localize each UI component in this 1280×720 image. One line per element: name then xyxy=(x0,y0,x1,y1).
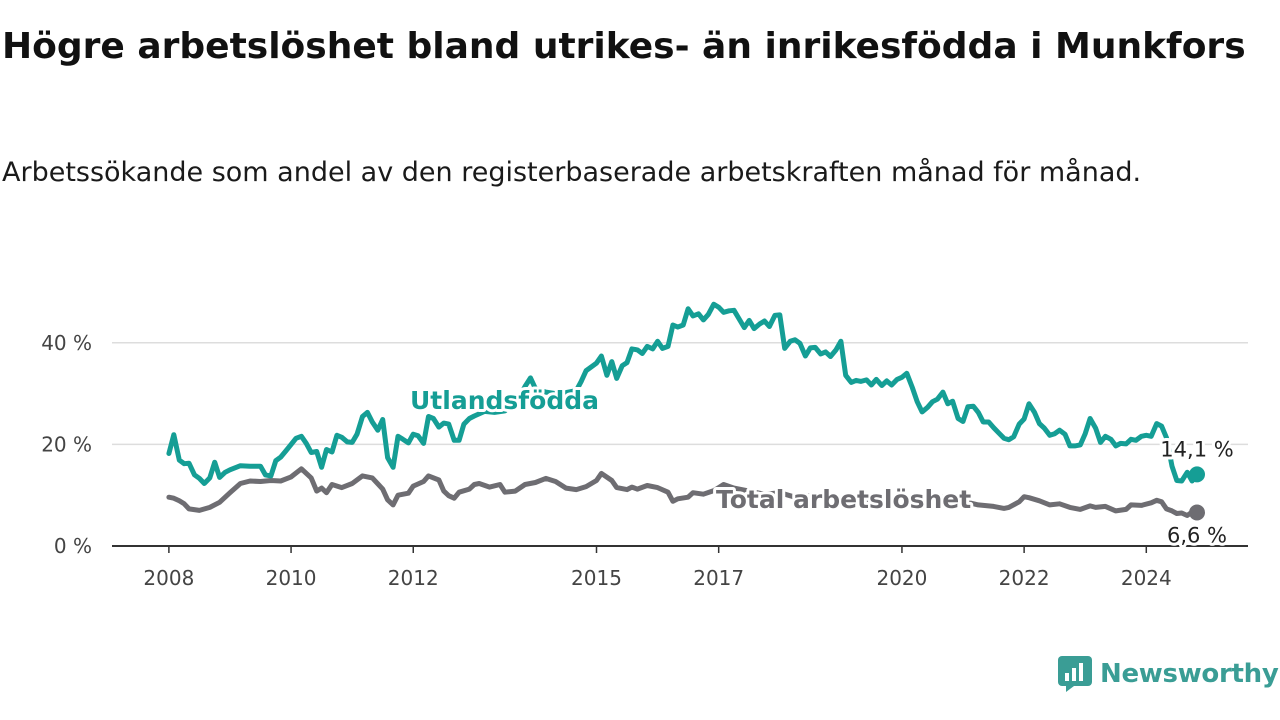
x-tick-label: 2010 xyxy=(266,566,317,590)
series-labels: Utlandsfödda Total arbetslöshet 14,1 % 6,6 … xyxy=(407,383,1237,550)
chart-subtitle: Arbetssökande som andel av den registerb… xyxy=(2,157,1142,188)
x-tick-label: 2020 xyxy=(876,566,927,590)
newsworthy-logo-icon xyxy=(1058,656,1092,692)
y-axis-ticks: 0 % 20 % 40 % xyxy=(41,331,92,558)
series-lines xyxy=(166,301,1205,521)
gridlines xyxy=(112,342,1248,446)
x-axis: 2008 2010 2012 2015 2017 2020 2022 2024 xyxy=(112,545,1248,590)
chart-title: Högre arbetslöshet bland utrikes- än inr… xyxy=(2,26,1246,67)
series-line-utlandsfodda xyxy=(166,301,1200,486)
series-label-total: Total arbetslöshet xyxy=(716,485,971,514)
x-tick-label: 2022 xyxy=(999,566,1050,590)
y-tick-label: 20 % xyxy=(41,432,92,456)
end-value-total: 6,6 % xyxy=(1167,523,1227,547)
end-value-utlandsfodda: 14,1 % xyxy=(1160,437,1233,461)
end-point-utlandsfodda xyxy=(1189,466,1205,483)
x-tick-label: 2017 xyxy=(693,566,744,590)
brand-name: Newsworthy xyxy=(1100,659,1279,689)
newsworthy-brand[interactable]: Newsworthy xyxy=(1058,654,1279,694)
y-tick-label: 40 % xyxy=(41,331,92,355)
x-tick-label: 2012 xyxy=(388,566,439,590)
x-tick-label: 2024 xyxy=(1121,566,1172,590)
x-tick-label: 2008 xyxy=(143,566,194,590)
series-label-utlandsfodda: Utlandsfödda xyxy=(410,386,599,415)
end-point-total xyxy=(1189,504,1205,521)
y-tick-label: 0 % xyxy=(54,534,92,558)
x-tick-label: 2015 xyxy=(571,566,622,590)
series-line-total xyxy=(166,466,1200,518)
